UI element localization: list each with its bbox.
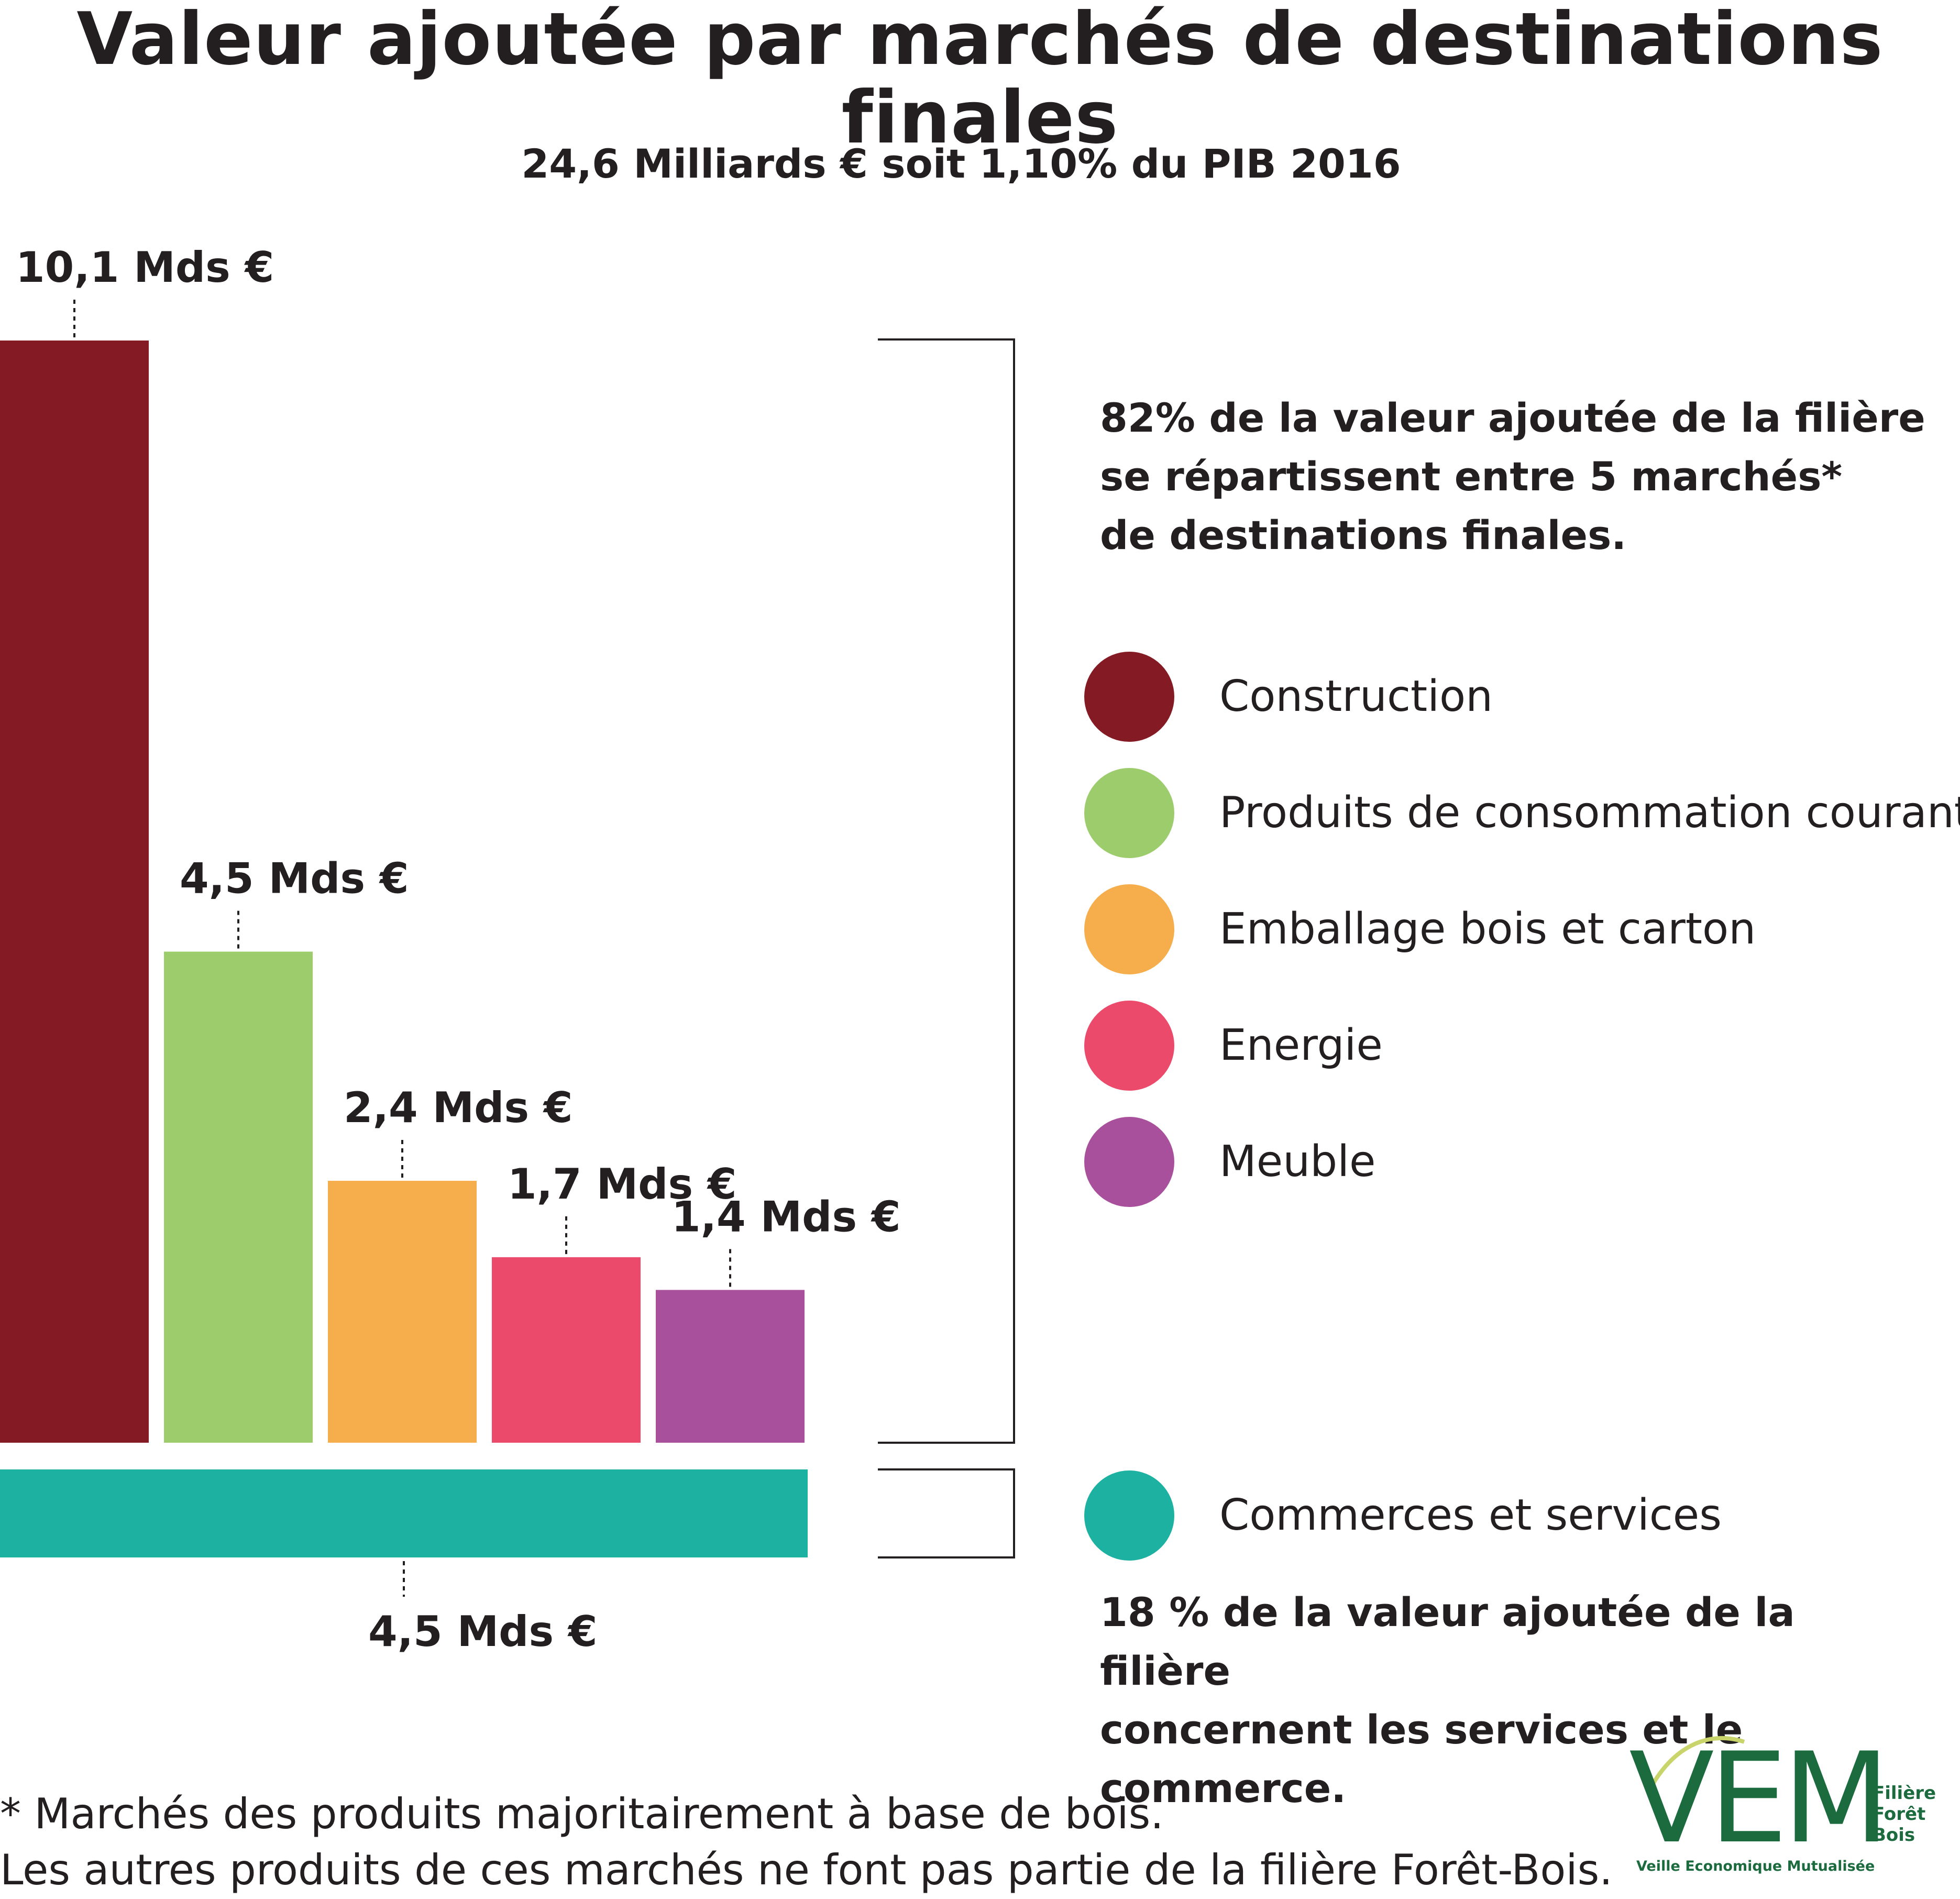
legend-swatch — [1084, 1470, 1174, 1561]
services-value-label: 4,5 Mds € — [368, 1607, 598, 1656]
logo-side-text: Filière Forêt Bois — [1873, 1783, 1936, 1846]
legend-item-emballage: Emballage bois et carton — [1084, 882, 1954, 976]
bar-value-label: 4,5 Mds € — [180, 854, 409, 903]
logo-tagline: Veille Economique Mutualisée — [1636, 1858, 1875, 1874]
legend-label: Meuble — [1219, 1137, 1376, 1187]
legend-item-meuble: Meuble — [1084, 1115, 1954, 1209]
legend-swatch — [1084, 1001, 1174, 1091]
legend-swatch — [1084, 1117, 1174, 1207]
main-markets-note-line: de destinations finales. — [1100, 512, 1627, 558]
legend-item-energie: Energie — [1084, 998, 1954, 1093]
logo-side-line: Forêt — [1873, 1804, 1926, 1825]
bar-value-label: 10,1 Mds € — [16, 243, 274, 292]
bar-3 — [328, 1181, 477, 1443]
bar-5 — [656, 1290, 805, 1443]
main-markets-note-line: se répartissent entre 5 marchés* — [1100, 453, 1843, 500]
logo-swoosh-icon — [1648, 1736, 1745, 1790]
services-note-line: concernent les services et le commerce. — [1100, 1706, 1743, 1812]
legend-label: Energie — [1219, 1020, 1383, 1070]
main-markets-bracket — [878, 338, 1015, 1444]
legend-label: Emballage bois et carton — [1219, 904, 1756, 954]
legend-label: Construction — [1219, 672, 1493, 721]
bar-value-label: 2,4 Mds € — [344, 1083, 573, 1132]
legend-swatch — [1084, 652, 1174, 742]
legend-item-construction: Construction — [1084, 650, 1954, 744]
chart-title: Valeur ajoutée par marchés de destinatio… — [76, 0, 1884, 160]
logo-letters: VEM — [1629, 1726, 1890, 1871]
footnote-line-2: Les autres produits de ces marchés ne fo… — [0, 1846, 1613, 1894]
logo-side-line: Bois — [1873, 1825, 1915, 1846]
bar-value-label: 1,7 Mds € — [508, 1160, 737, 1209]
bar-value-label: 1,4 Mds € — [671, 1192, 901, 1241]
bar-1 — [0, 341, 149, 1443]
legend-item-commerces-services: Commerces et services — [1084, 1468, 1954, 1563]
services-bar — [0, 1469, 808, 1557]
bar-2 — [164, 951, 313, 1443]
bar-4 — [492, 1257, 641, 1443]
logo-side-line: Filière — [1873, 1783, 1936, 1804]
main-markets-note: 82% de la valeur ajoutée de la filière s… — [1100, 389, 1938, 565]
services-note-line: 18 % de la valeur ajoutée de la filière — [1100, 1589, 1795, 1694]
legend-label: Produits de consommation courante — [1219, 788, 1960, 838]
legend-swatch — [1084, 768, 1174, 858]
legend-item-produits-consommation: Produits de consommation courante — [1084, 766, 1960, 860]
chart-subtitle: 24,6 Milliards € soit 1,10% du PIB 2016 — [521, 140, 1401, 187]
services-note: 18 % de la valeur ajoutée de la filière … — [1100, 1583, 1938, 1818]
vem-logo: VEM Filière Forêt Bois Veille Economique… — [1629, 1726, 1943, 1878]
services-bracket — [878, 1468, 1015, 1558]
main-markets-note-line: 82% de la valeur ajoutée de la filière — [1100, 394, 1925, 441]
legend-label: Commerces et services — [1219, 1490, 1722, 1540]
footnote-line-1: * Marchés des produits majoritairement à… — [0, 1790, 1164, 1838]
legend-swatch — [1084, 884, 1174, 974]
